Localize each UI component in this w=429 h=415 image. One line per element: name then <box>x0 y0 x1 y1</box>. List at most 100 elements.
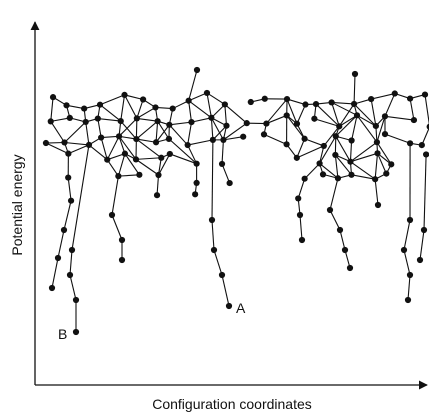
node <box>155 171 162 179</box>
node <box>336 226 344 234</box>
edge <box>350 152 378 163</box>
node <box>295 195 302 202</box>
x-axis-label: Configuration coordinates <box>152 396 312 412</box>
node <box>298 236 306 244</box>
edge <box>353 103 377 127</box>
node <box>152 104 159 111</box>
edge <box>265 98 288 124</box>
node <box>42 139 50 147</box>
edge <box>286 98 306 106</box>
edge <box>188 100 212 119</box>
edge <box>156 174 160 196</box>
node <box>193 160 200 167</box>
node <box>96 101 104 108</box>
edge <box>356 114 377 127</box>
node <box>115 133 123 140</box>
node <box>283 141 290 148</box>
node <box>301 175 308 182</box>
node <box>54 254 62 262</box>
node <box>293 120 301 127</box>
node <box>391 90 398 97</box>
node <box>185 97 192 104</box>
node <box>66 271 74 279</box>
node <box>404 296 412 304</box>
node <box>406 95 414 102</box>
edge <box>50 121 65 143</box>
edge <box>212 125 227 141</box>
edge <box>187 122 193 146</box>
edge <box>211 219 215 251</box>
edge <box>334 154 339 179</box>
edge <box>136 106 156 119</box>
node <box>225 302 233 310</box>
node <box>188 119 195 126</box>
node <box>348 171 355 178</box>
edge <box>374 179 379 206</box>
edge <box>351 174 376 180</box>
node <box>326 206 334 214</box>
node <box>220 136 227 143</box>
node <box>381 131 389 138</box>
node <box>406 140 414 147</box>
node <box>410 116 418 124</box>
node <box>374 201 382 209</box>
node <box>374 150 381 157</box>
network <box>42 66 429 336</box>
edge <box>188 69 198 101</box>
edge <box>100 137 108 160</box>
edge <box>403 249 411 276</box>
edge <box>297 178 306 199</box>
edge <box>286 98 298 124</box>
node <box>72 296 80 304</box>
node <box>332 133 339 140</box>
node <box>312 100 320 108</box>
edge <box>124 153 140 176</box>
edge <box>118 118 138 137</box>
node <box>166 121 173 128</box>
node <box>226 179 233 187</box>
edge <box>338 114 358 127</box>
node <box>283 112 290 119</box>
node <box>423 151 429 158</box>
edge <box>331 101 358 116</box>
node <box>406 216 414 224</box>
edge <box>371 92 395 100</box>
node <box>341 246 349 254</box>
node <box>383 170 390 177</box>
edge <box>206 92 212 118</box>
node <box>117 118 124 125</box>
edge <box>350 161 376 180</box>
node <box>420 226 428 234</box>
node <box>218 160 226 168</box>
node <box>373 139 381 146</box>
edge <box>384 115 414 121</box>
edge <box>45 142 69 155</box>
edge <box>374 153 379 180</box>
edge <box>191 117 212 123</box>
node <box>152 139 160 146</box>
node <box>118 256 126 264</box>
edge <box>124 94 144 101</box>
node <box>47 118 54 125</box>
edge <box>136 99 144 119</box>
node <box>319 171 327 178</box>
node <box>223 122 230 129</box>
node <box>336 123 343 130</box>
node <box>368 95 375 103</box>
node <box>263 120 270 127</box>
node <box>406 271 414 279</box>
edge <box>118 174 140 177</box>
edge <box>331 101 355 105</box>
edge <box>221 274 230 307</box>
edge <box>315 103 340 127</box>
edge <box>350 141 378 163</box>
node <box>311 115 318 122</box>
node <box>66 114 73 122</box>
edge <box>97 118 102 138</box>
node <box>240 133 247 140</box>
edge <box>68 144 90 155</box>
node <box>351 70 359 78</box>
node <box>302 101 309 108</box>
edge <box>99 94 125 106</box>
edge <box>64 141 89 146</box>
